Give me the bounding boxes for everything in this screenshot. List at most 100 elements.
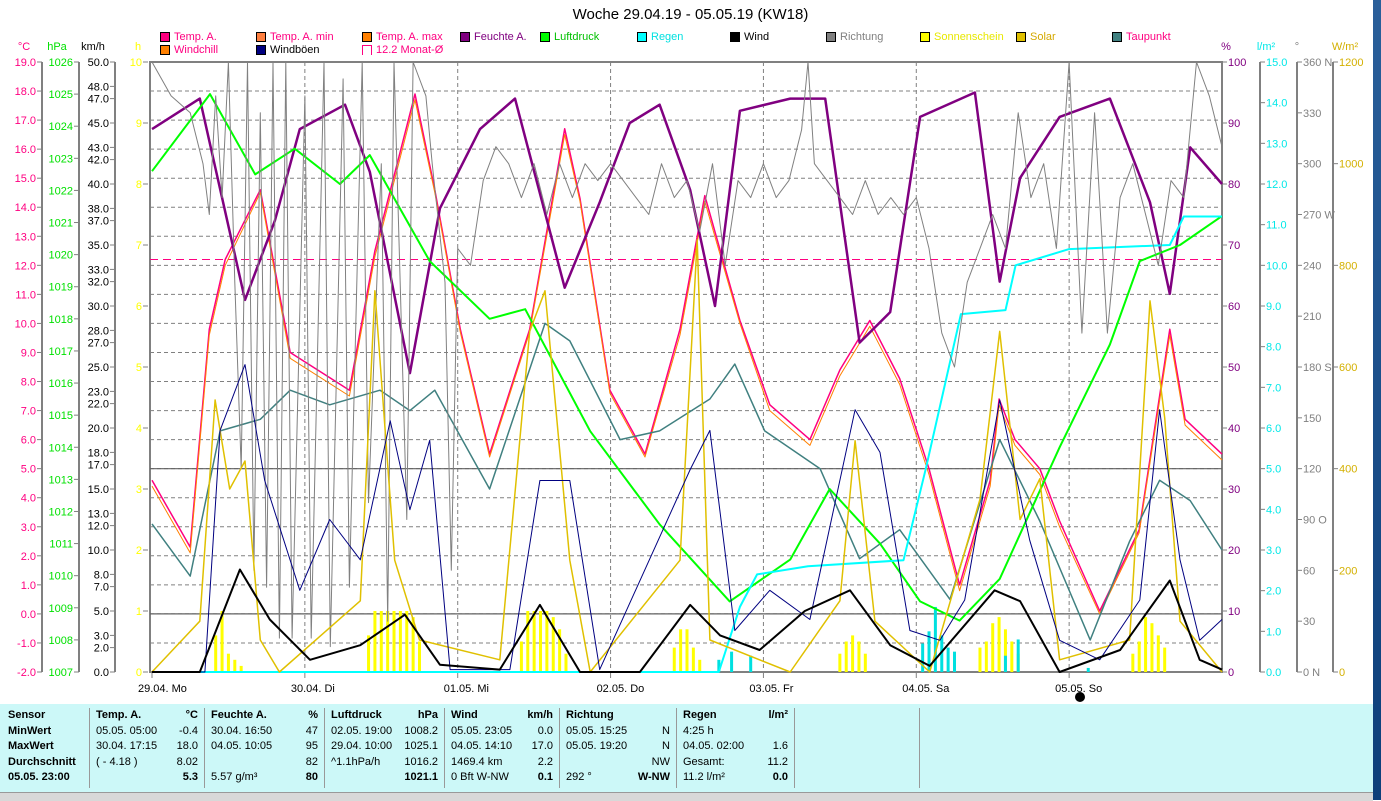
- temp-tick-label: 10.0: [15, 318, 36, 330]
- x-tick-label: 01.05. Mi: [444, 683, 489, 695]
- column-title: Wind: [451, 709, 478, 721]
- x-tick-label: 29.04. Mo: [138, 683, 187, 695]
- bar-sonnenschein: [1144, 617, 1148, 672]
- wind-tick-label: 10.0: [88, 545, 109, 557]
- column-unit: °C: [185, 709, 198, 721]
- humidity-tick-label: 100: [1228, 57, 1246, 69]
- bar-sonnenschein: [863, 653, 867, 672]
- cell-value: NW: [651, 755, 670, 768]
- temp-tick-label: 6.0: [21, 435, 36, 447]
- bar-sonnenschein: [1156, 635, 1160, 672]
- cell-label: 0 Bft W-NW: [451, 771, 509, 783]
- legend-item: Windchill: [160, 44, 218, 56]
- bar-sonnenschein: [398, 611, 402, 672]
- bar-sonnenschein: [1163, 647, 1167, 672]
- pressure-tick-label: 1019: [49, 282, 73, 294]
- legend-label: Luftdruck: [554, 31, 600, 43]
- cell-label: 05.05. 19:20: [566, 740, 628, 752]
- legend-item: Solar: [1016, 31, 1056, 43]
- sun-tick-label: 5: [136, 362, 142, 374]
- humidity-tick-label: 0: [1228, 667, 1234, 679]
- sun-tick-label: 4: [136, 423, 142, 435]
- wind-tick-label: 2.0: [94, 643, 109, 655]
- bar-sonnenschein: [1010, 641, 1014, 672]
- legend-label: Regen: [651, 31, 684, 43]
- temp-tick-label: -2.0: [17, 667, 36, 679]
- table-row: 292 ° W-NW: [566, 770, 670, 786]
- legend-item: 12.2 Monat-Ø: [362, 44, 443, 56]
- bar-regen-rate: [953, 651, 956, 672]
- temp-tick-label: 9.0: [21, 347, 36, 359]
- legend-label: Temp. A. max: [376, 31, 443, 43]
- bar-sonnenschein: [558, 629, 562, 672]
- rain-tick-label: 1.0: [1266, 626, 1281, 638]
- bar-sonnenschein: [233, 659, 237, 672]
- bar-sonnenschein: [672, 647, 676, 672]
- pressure-tick-label: 1010: [49, 571, 73, 583]
- table-row: 5.3: [96, 770, 198, 786]
- rain-tick-label: 4.0: [1266, 504, 1281, 516]
- direction-tick-label: 90 O: [1303, 515, 1327, 527]
- cell-label: 02.05. 19:00: [331, 724, 393, 737]
- pressure-tick-label: 1026: [49, 57, 73, 69]
- cell-label: 5.57 g/m³: [211, 771, 258, 783]
- wind-axis-unit: km/h: [81, 41, 105, 53]
- bar-sonnenschein: [373, 611, 377, 672]
- column-header: Richtung: [566, 708, 670, 724]
- temp-tick-label: 3.0: [21, 522, 36, 534]
- bar-sonnenschein: [844, 641, 848, 672]
- bar-sonnenschein: [851, 635, 855, 672]
- bar-sonnenschein: [685, 629, 689, 672]
- pressure-tick-label: 1022: [49, 185, 73, 197]
- direction-tick-label: 120: [1303, 464, 1321, 476]
- rain-tick-label: 14.0: [1266, 98, 1287, 110]
- cell-label: 05.05. 23:05: [451, 724, 513, 737]
- cell-value: 0.0: [537, 724, 553, 737]
- table-row: 4:25 h: [683, 724, 788, 740]
- cell-value: N: [662, 724, 670, 737]
- direction-tick-label: 0 N: [1303, 667, 1320, 679]
- sensor-column: Sensor MinWert MaxWert Durchschnitt 05.0…: [2, 708, 90, 788]
- table-column-richtung: Richtung 05.05. 15:25 N 05.05. 19:20 N NW 292 …: [560, 708, 677, 788]
- legend-swatch: [730, 32, 740, 42]
- statistics-table: Sensor MinWert MaxWert Durchschnitt 05.0…: [0, 704, 1373, 792]
- temp-axis-unit: °C: [18, 41, 30, 53]
- wind-tick-label: 15.0: [88, 484, 109, 496]
- legend-item: Windböen: [256, 44, 320, 56]
- bar-regen-rate: [1003, 655, 1007, 672]
- direction-tick-label: 30: [1303, 616, 1315, 628]
- cell-value: 95: [305, 740, 318, 752]
- legend-swatch: [637, 32, 647, 42]
- table-column-temp-a-: Temp. A. °C 05.05. 05:00 -0.4 30.04. 17:15 18…: [90, 708, 205, 788]
- bar-sonnenschein: [691, 647, 695, 672]
- bar-regen-rate: [730, 651, 734, 672]
- cell-value: 0.0: [772, 771, 788, 783]
- bar-sonnenschein: [857, 641, 861, 672]
- legend-item: Luftdruck: [540, 31, 599, 43]
- legend-swatch: [160, 45, 170, 55]
- x-tick-label: 30.04. Di: [291, 683, 335, 695]
- rain-axis-unit: l/m²: [1257, 41, 1276, 53]
- bar-sonnenschein: [679, 629, 683, 672]
- humidity-tick-label: 90: [1228, 118, 1240, 130]
- rain-tick-label: 11.0: [1266, 220, 1287, 232]
- table-row: 82: [211, 755, 318, 771]
- rain-tick-label: 13.0: [1266, 138, 1287, 150]
- column-unit: hPa: [417, 709, 438, 721]
- chart-title: Woche 29.04.19 - 05.05.19 (KW18): [572, 6, 809, 23]
- current-time-marker: [1075, 692, 1085, 702]
- bar-sonnenschein: [405, 611, 409, 672]
- legend-label: Feuchte A.: [474, 31, 527, 43]
- rain-tick-label: 7.0: [1266, 382, 1281, 394]
- series-windchill: [151, 99, 1223, 615]
- pressure-tick-label: 1014: [49, 442, 73, 454]
- sun-tick-label: 3: [136, 484, 142, 496]
- humidity-axis-unit: %: [1221, 41, 1231, 53]
- legend-swatch: [920, 32, 930, 42]
- temp-tick-label: -1.0: [17, 638, 36, 650]
- temp-tick-label: 1.0: [21, 580, 36, 592]
- pressure-tick-label: 1017: [49, 346, 73, 358]
- humidity-tick-label: 70: [1228, 240, 1240, 252]
- pressure-tick-label: 1018: [49, 314, 73, 326]
- rain-tick-label: 12.0: [1266, 179, 1287, 191]
